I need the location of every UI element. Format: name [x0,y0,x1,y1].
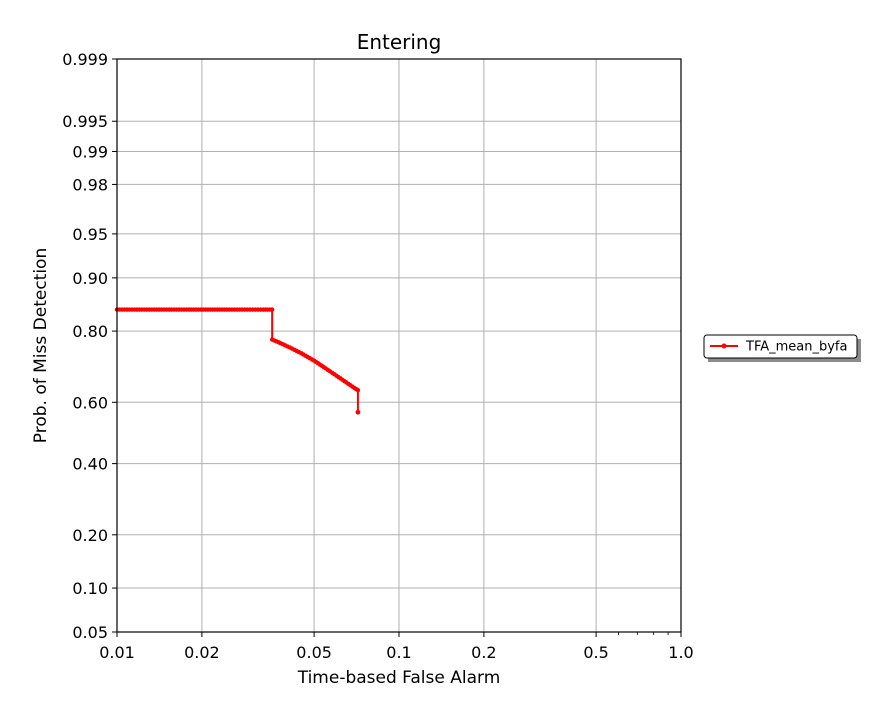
tick-marks [112,58,682,637]
y-tick-label: 0.80 [72,322,108,341]
x-tick-label: 0.05 [296,643,332,662]
y-tick-label: 0.999 [62,50,108,69]
x-tick-label: 0.2 [471,643,496,662]
y-tick-label: 0.60 [72,393,108,412]
y-tick-label: 0.995 [62,112,108,131]
legend-marker-swatch [721,343,727,349]
grid [116,58,682,633]
x-tick-label: 0.01 [99,643,135,662]
series-line [117,308,359,413]
y-tick-label: 0.40 [72,455,108,474]
series-point [269,307,275,312]
x-tick-label: 1.0 [668,643,693,662]
x-axis-title: Time-based False Alarm [297,668,501,688]
x-tick-label: 0.5 [583,643,608,662]
y-tick-label: 0.95 [72,225,108,244]
x-tick-label: 0.02 [184,643,220,662]
y-tick-label: 0.20 [72,526,108,545]
y-tick-label: 0.98 [72,175,108,194]
y-tick-label: 0.90 [72,269,108,288]
x-tick-label: 0.1 [386,643,411,662]
legend-entry-tfa-mean-byfa: TFA_mean_byfa [745,340,847,355]
y-tick-labels: 0.05 0.10 0.20 0.40 0.60 0.80 0.90 0.95 0.98 0.99… [62,50,108,642]
chart-title: Entering [357,30,442,54]
series-point [355,409,361,415]
legend-box [703,334,858,359]
y-tick-label: 0.05 [72,623,108,642]
legend: TFA_mean_byfa [703,334,861,362]
series-point [355,388,361,393]
x-tick-labels: 0.01 0.02 0.05 0.1 0.2 0.5 1.0 [99,643,694,662]
y-axis-title: Prob. of Miss Detection [31,248,51,443]
series-layer [114,307,361,415]
y-tick-label: 0.99 [72,142,108,161]
y-tick-label: 0.10 [72,579,108,598]
